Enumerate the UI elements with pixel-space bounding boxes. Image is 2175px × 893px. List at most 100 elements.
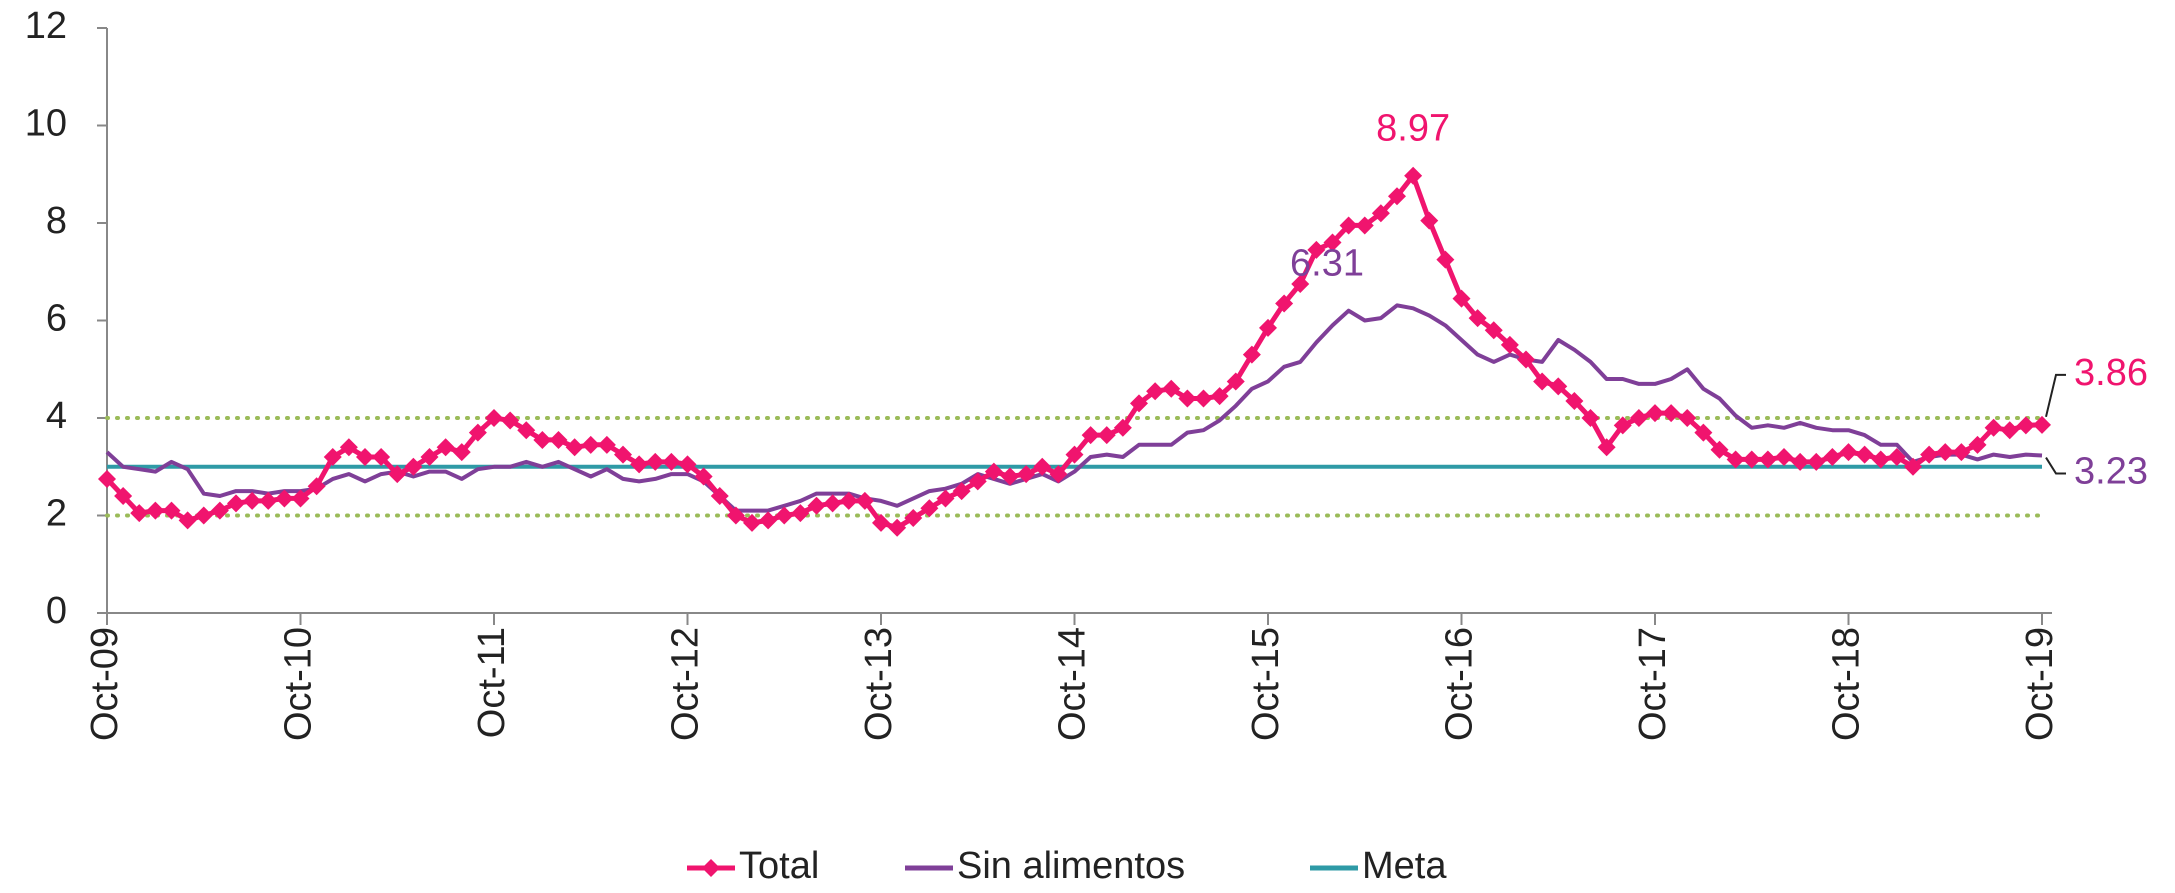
y-tick-label: 6 — [46, 298, 67, 340]
diamond-marker — [1323, 233, 1342, 252]
diamond-marker — [630, 455, 649, 474]
diamond-marker — [1436, 250, 1455, 269]
diamond-marker — [533, 430, 552, 449]
x-tick-label: Oct-18 — [1826, 627, 1868, 741]
diamond-marker — [936, 489, 955, 508]
diamond-marker — [307, 477, 326, 496]
diamond-marker — [968, 472, 987, 491]
y-tick-label: 12 — [25, 5, 67, 47]
diamond-marker — [1242, 345, 1261, 364]
diamond-marker — [2000, 421, 2019, 440]
diamond-marker — [1904, 457, 1922, 476]
diamond-marker — [1259, 318, 1277, 337]
diamond-marker — [1468, 309, 1487, 328]
annotation: 8.97 — [1376, 108, 1450, 150]
diamond-marker — [1339, 216, 1358, 235]
diamond-marker — [517, 421, 536, 440]
leader-line — [2045, 457, 2066, 475]
diamond-marker — [1646, 404, 1664, 423]
diamond-marker — [323, 448, 342, 466]
diamond-marker — [775, 506, 794, 525]
diamond-marker — [404, 457, 423, 476]
y-tick-label: 4 — [46, 395, 67, 437]
diamond-marker — [436, 438, 455, 457]
diamond-marker — [920, 499, 939, 518]
diamond-marker — [759, 511, 778, 530]
diamond-marker — [1226, 372, 1245, 391]
diamond-marker — [855, 491, 874, 510]
diamond-marker — [1049, 465, 1068, 484]
diamond-marker — [1113, 418, 1132, 437]
diamond-marker — [1936, 443, 1955, 462]
diamond-marker — [1017, 465, 1036, 484]
diamond-marker — [1758, 450, 1777, 469]
diamond-marker — [2016, 416, 2035, 435]
diamond-marker — [1807, 452, 1826, 471]
diamond-marker — [1081, 426, 1100, 445]
diamond-marker — [1484, 321, 1503, 340]
diamond-marker — [1130, 394, 1148, 413]
x-tick-label: Oct-11 — [471, 627, 513, 738]
diamond-marker — [1275, 294, 1294, 313]
diamond-marker — [485, 409, 503, 427]
diamond-marker — [1065, 445, 1084, 464]
x-tick-label: Oct-19 — [2019, 627, 2061, 741]
diamond-marker — [710, 487, 729, 505]
diamond-marker — [581, 435, 600, 454]
diamond-marker — [1452, 289, 1471, 308]
diamond-marker — [984, 462, 1003, 481]
diamond-marker — [468, 423, 487, 442]
diamond-marker — [114, 487, 133, 505]
x-tick-label: Oct-16 — [1439, 627, 1481, 741]
diamond-marker — [1710, 440, 1729, 459]
diamond-marker — [597, 435, 616, 454]
diamond-marker — [1194, 389, 1213, 408]
diamond-marker — [1210, 387, 1229, 406]
y-tick-label: 10 — [25, 103, 67, 145]
diamond-marker — [1855, 445, 1874, 464]
diamond-marker — [1565, 391, 1584, 410]
x-tick-label: Oct-17 — [1632, 627, 1674, 741]
diamond-marker — [1726, 450, 1745, 469]
diamond-marker — [807, 496, 826, 515]
diamond-marker — [1823, 448, 1842, 466]
diamond-marker — [227, 494, 245, 513]
diamond-marker — [372, 448, 391, 466]
diamond-marker — [420, 448, 439, 466]
legend-label: Total — [739, 845, 819, 887]
diamond-marker — [259, 491, 278, 510]
diamond-marker — [678, 455, 697, 474]
legend-label: Meta — [1362, 845, 1447, 887]
diamond-marker — [1371, 204, 1390, 223]
leader-line — [2045, 373, 2066, 418]
diamond-marker — [1355, 216, 1374, 235]
diamond-marker — [839, 491, 858, 510]
diamond-marker — [1307, 240, 1326, 259]
diamond-marker — [1388, 187, 1406, 206]
diamond-marker — [1662, 404, 1681, 423]
diamond-marker — [275, 489, 294, 508]
diamond-marker — [1500, 335, 1519, 354]
diamond-marker — [356, 448, 374, 466]
diamond-marker — [888, 518, 907, 537]
y-tick-label: 2 — [46, 493, 67, 535]
diamond-marker — [1629, 409, 1648, 427]
y-tick-label: 0 — [46, 590, 67, 632]
diamond-marker — [1952, 443, 1971, 462]
legend-marker — [702, 859, 720, 877]
diamond-marker — [1001, 467, 1019, 486]
diamond-marker — [1517, 350, 1535, 369]
diamond-marker — [130, 504, 149, 523]
diamond-marker — [1984, 418, 2003, 437]
x-tick-label: Oct-15 — [1245, 627, 1287, 741]
diamond-marker — [726, 506, 745, 525]
diamond-marker — [1839, 443, 1858, 462]
x-tick-label: Oct-14 — [1052, 627, 1094, 741]
diamond-marker — [452, 443, 471, 462]
diamond-marker — [194, 506, 213, 525]
diamond-marker — [743, 513, 761, 532]
diamond-marker — [1920, 445, 1939, 464]
diamond-marker — [549, 430, 568, 449]
diamond-marker — [162, 501, 181, 520]
